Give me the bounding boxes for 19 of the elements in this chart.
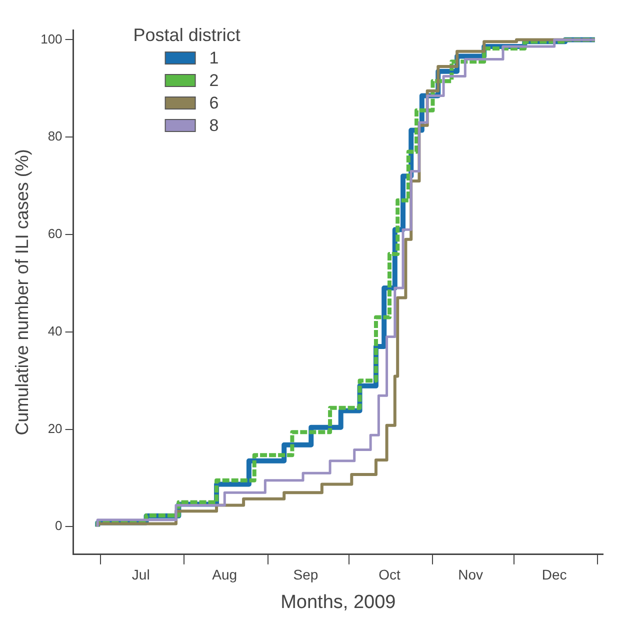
x-tick-label: Dec [542,566,567,583]
x-tick-label: Jul [132,566,150,583]
y-tick-label: 40 [48,323,62,338]
y-tick-label: 80 [48,128,62,144]
x-tick-label: Oct [378,566,400,583]
legend-label: 8 [209,116,219,136]
x-tick-label: Aug [212,566,238,583]
y-tick-label: 20 [48,420,62,436]
y-axis-title: Cumulative number of ILI cases (%) [12,149,32,436]
legend-label: 1 [209,48,219,68]
legend-title: Postal district [133,24,240,45]
legend-label: 2 [209,71,219,90]
y-tick-label: 60 [48,226,62,242]
x-tick-label: Sep [293,566,318,583]
y-tick-label: 0 [55,518,62,534]
legend-label: 6 [209,94,219,113]
x-axis-title: Months, 2009 [280,592,396,613]
y-tick-label: 100 [40,31,62,46]
x-tick-label: Nov [458,566,484,583]
